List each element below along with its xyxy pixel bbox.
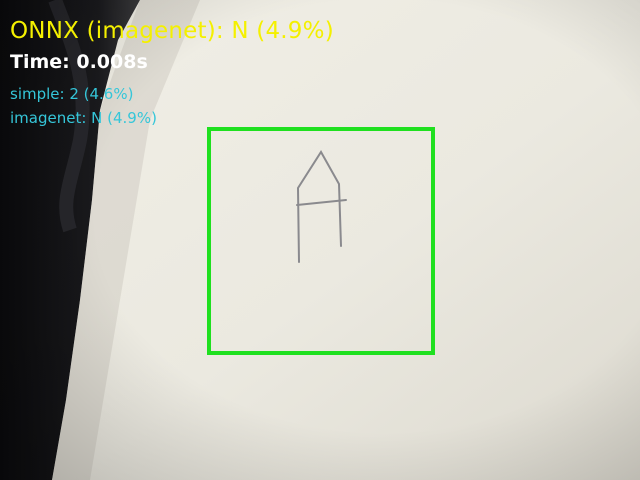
prediction-label: ONNX (imagenet): N (4.9%)	[10, 18, 334, 44]
inference-time-label: Time: 0.008s	[10, 51, 148, 73]
model-result-simple: simple: 2 (4.6%)	[10, 85, 134, 103]
detection-box	[207, 127, 435, 355]
model-result-imagenet: imagenet: N (4.9%)	[10, 109, 157, 127]
